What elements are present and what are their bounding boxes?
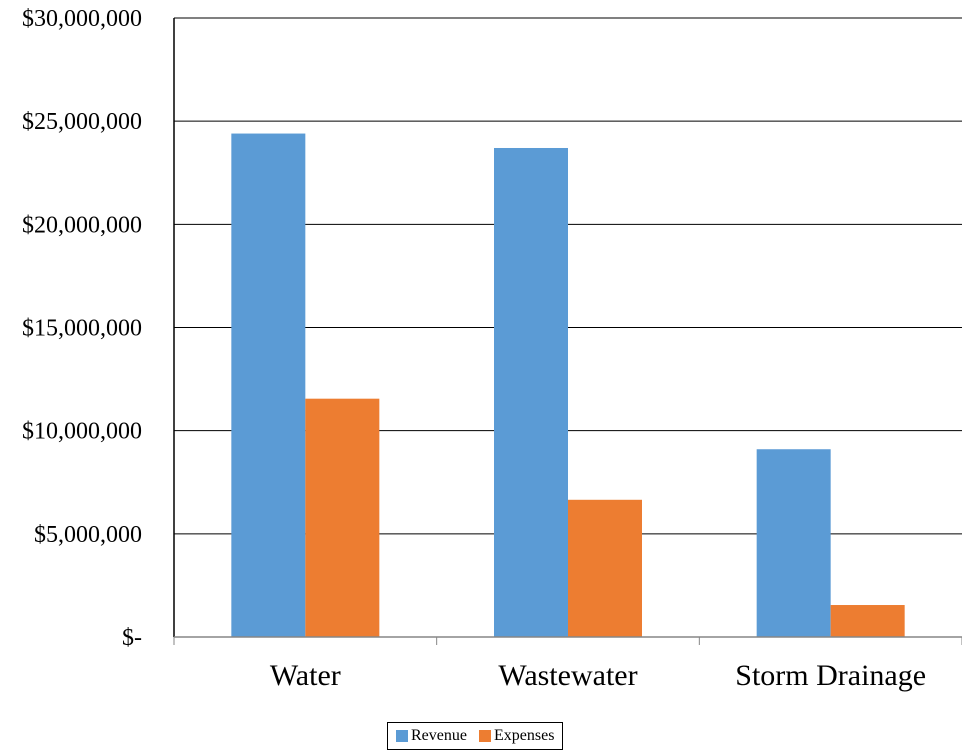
y-tick-label: $20,000,000: [22, 212, 142, 238]
y-tick-label: $10,000,000: [22, 419, 142, 445]
bar-revenue-wastewater: [494, 147, 568, 638]
y-tick-label: $-: [122, 625, 142, 651]
bars: [231, 133, 905, 638]
legend-item-expenses: Expenses: [478, 727, 555, 745]
y-tick-label: $5,000,000: [34, 522, 142, 548]
x-tick-label: Wastewater: [498, 659, 637, 692]
x-tick-label: Water: [270, 659, 341, 692]
axes: [173, 18, 962, 645]
legend-swatch-expenses: [478, 730, 491, 742]
legend-swatch-revenue: [396, 730, 408, 742]
y-tick-label: $25,000,000: [22, 109, 142, 135]
legend-item-revenue: Revenue: [396, 727, 467, 745]
legend: Revenue Expenses: [387, 722, 564, 750]
bar-expenses-wastewater: [568, 499, 642, 637]
bar-revenue-water: [231, 133, 306, 637]
bar-expenses-water: [305, 398, 380, 637]
x-tick-labels: Water Wastewater Storm Drainage: [270, 659, 926, 692]
x-tick-label: Storm Drainage: [735, 659, 926, 692]
legend-label-expenses: Expenses: [493, 727, 555, 744]
y-tick-label: $15,000,000: [22, 316, 142, 342]
bar-revenue-storm-drainage: [756, 449, 831, 637]
y-tick-labels: $- $5,000,000 $10,000,000 $15,000,000 $20,00…: [22, 6, 142, 651]
legend-label-revenue: Revenue: [411, 727, 467, 744]
bar-expenses-storm-drainage: [830, 605, 905, 637]
y-tick-label: $30,000,000: [22, 6, 142, 32]
